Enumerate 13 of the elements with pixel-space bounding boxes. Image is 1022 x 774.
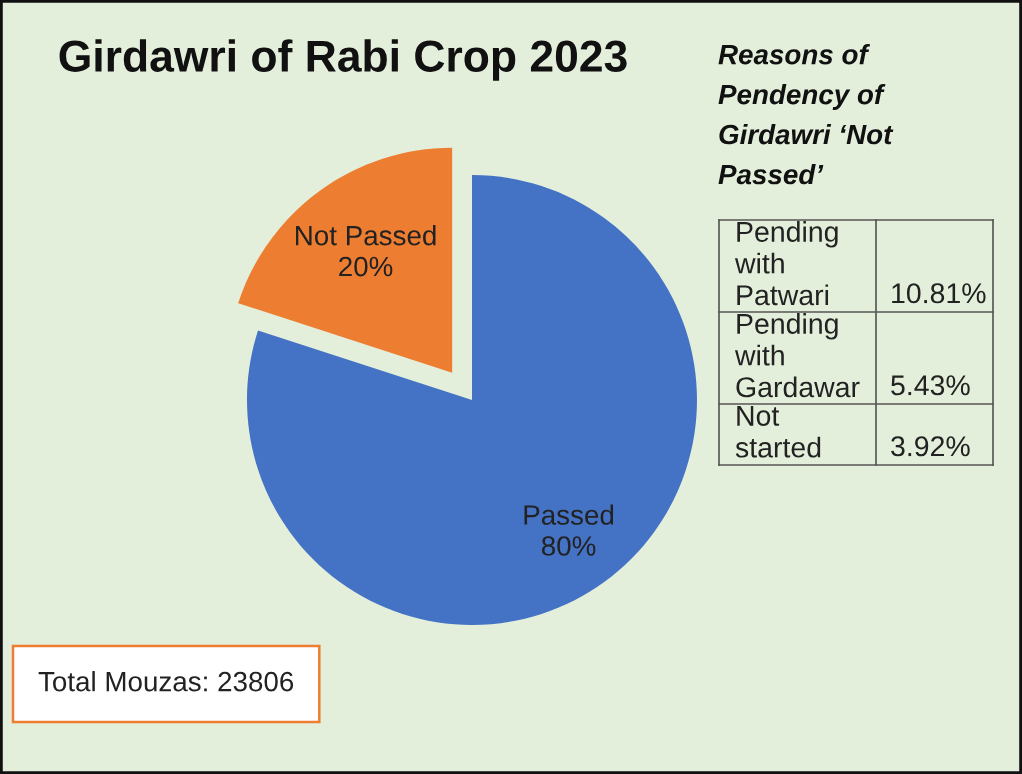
category-label: Pending with Patwari	[734, 221, 838, 306]
category-label: Pending with Gardawar	[734, 313, 860, 398]
text: Total Mouzas: 23806	[38, 671, 294, 692]
slice-label: Not Passed	[296, 225, 436, 246]
text: Reasons of Pendency of Girdawri ‘Not Passed’	[718, 44, 894, 185]
text: 5.43%	[891, 375, 970, 396]
text: 3.92%	[891, 436, 970, 457]
data-label: 20%	[339, 256, 393, 277]
data-label: 80%	[541, 536, 596, 556]
chart-title: Girdawri of Rabi Crop 2023	[59, 39, 627, 81]
category-label: Not started	[735, 406, 821, 458]
text: 10.81%	[892, 283, 986, 304]
slice-label: Passed	[524, 504, 614, 525]
